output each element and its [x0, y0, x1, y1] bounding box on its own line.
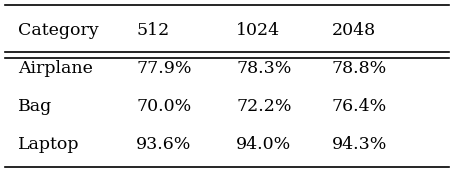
Text: 2048: 2048 [331, 23, 375, 39]
Text: Bag: Bag [18, 98, 52, 115]
Text: 78.3%: 78.3% [236, 60, 291, 77]
Text: 94.3%: 94.3% [331, 136, 387, 153]
Text: 76.4%: 76.4% [331, 98, 387, 115]
Text: 77.9%: 77.9% [136, 60, 192, 77]
Text: Category: Category [18, 23, 99, 39]
Text: 1024: 1024 [236, 23, 280, 39]
Text: 70.0%: 70.0% [136, 98, 192, 115]
Text: 78.8%: 78.8% [331, 60, 387, 77]
Text: 72.2%: 72.2% [236, 98, 291, 115]
Text: 94.0%: 94.0% [236, 136, 291, 153]
Text: Airplane: Airplane [18, 60, 93, 77]
Text: 93.6%: 93.6% [136, 136, 192, 153]
Text: Laptop: Laptop [18, 136, 79, 153]
Text: 512: 512 [136, 23, 169, 39]
